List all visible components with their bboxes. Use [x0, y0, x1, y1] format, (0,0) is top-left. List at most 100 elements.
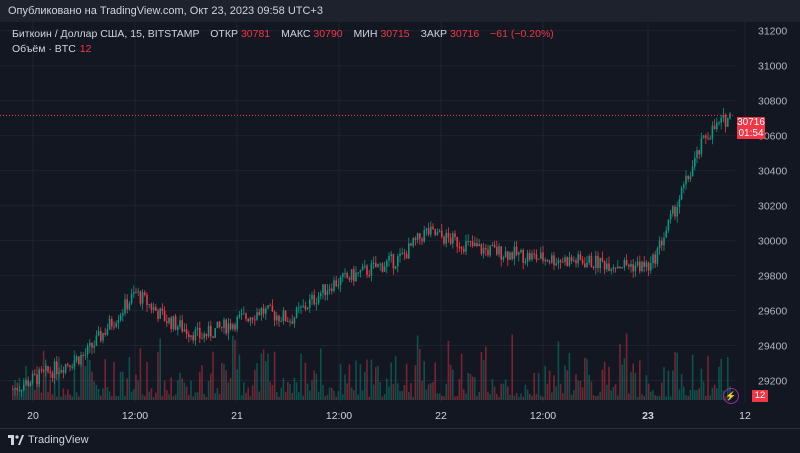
volume-bar [139, 348, 142, 400]
candle-body [691, 166, 694, 177]
candle-body [117, 320, 120, 324]
volume-bar [544, 365, 546, 400]
volume-bar [716, 388, 718, 400]
candle-body [476, 243, 478, 246]
candle-body [471, 241, 474, 247]
volume-bar [102, 388, 104, 400]
volume-bar [117, 395, 120, 400]
volume-bar [185, 386, 188, 400]
volume-bar [535, 394, 538, 400]
price-tick-label: 30200 [758, 201, 787, 213]
candle-body [300, 306, 302, 308]
candle-body [225, 319, 227, 334]
volume-bar [229, 377, 232, 400]
volume-bar [661, 382, 663, 400]
volume-bar [628, 393, 630, 400]
candle-body [700, 138, 703, 155]
candle-body [542, 252, 544, 261]
candle-body [595, 255, 597, 268]
volume-bar [256, 363, 258, 400]
candle-body [104, 332, 106, 335]
candle-body [465, 241, 467, 252]
symbol-title[interactable]: Биткоин / Доллар США, 15, BITSTAMP [12, 28, 200, 40]
volume-bar [34, 389, 36, 400]
candle-body [108, 318, 111, 330]
volume-bar [427, 384, 430, 400]
volume-bar [643, 396, 645, 400]
volume-label[interactable]: Объём · BTC [12, 43, 76, 55]
volume-bar [258, 391, 260, 400]
volume-bar [100, 395, 102, 400]
candle-body [449, 237, 452, 244]
chart-area[interactable]: 31200 31000 30800 30600 30400 30200 30000 29800… [0, 22, 800, 428]
volume-bar [562, 393, 564, 400]
candle-body [639, 261, 641, 272]
volume-bar [650, 391, 652, 400]
volume-bar [27, 388, 29, 400]
candle-body [357, 272, 359, 274]
candle-body [656, 248, 659, 264]
candle-body [256, 312, 258, 320]
top-bar: Опубликовано на TradingView.com, Окт 23,… [0, 0, 800, 22]
lightning-icon[interactable]: ⚡ [723, 388, 739, 404]
volume-bar [348, 364, 351, 400]
candle-body [251, 317, 254, 320]
candle-body [328, 288, 331, 291]
candle-body [254, 319, 256, 321]
volume-bar [575, 373, 577, 400]
volume-bar [80, 362, 82, 400]
candle-body [238, 314, 241, 317]
candle-body [60, 370, 62, 373]
volume-bar [51, 394, 54, 400]
volume-bar [645, 375, 648, 400]
candle-body [658, 240, 661, 249]
volume-bar [397, 383, 399, 400]
price-chart[interactable]: 31200 31000 30800 30600 30400 30200 30000 29800… [0, 22, 800, 428]
volume-bar [320, 348, 322, 400]
candle-body [102, 332, 104, 341]
volume-bar [289, 383, 291, 400]
candle-body [680, 187, 683, 200]
volume-bar [551, 392, 553, 400]
candle-body [674, 206, 676, 217]
volume-bar [388, 386, 390, 400]
volume-bar [155, 392, 157, 400]
published-caption: Опубликовано на TradingView.com, Окт 23,… [8, 5, 323, 17]
volume-bar [674, 352, 676, 400]
volume-bar [31, 380, 34, 400]
volume-bar [42, 350, 45, 400]
volume-bar [357, 394, 359, 400]
volume-bar [375, 367, 377, 400]
volume-bar [152, 396, 155, 400]
candle-body [724, 114, 727, 127]
volume-bar [38, 381, 40, 400]
volume-bar [166, 390, 168, 400]
candle-body [179, 320, 181, 327]
price-tick-label: 29400 [758, 341, 787, 353]
volume-bar [496, 393, 498, 400]
volume-bar [240, 395, 243, 400]
candle-body [166, 321, 168, 323]
candle-body [207, 325, 210, 337]
candle-body [652, 254, 654, 264]
candle-body [133, 292, 135, 294]
candle-body [469, 241, 472, 243]
candle-body [625, 260, 628, 265]
candle-body [386, 260, 388, 267]
candle-body [390, 253, 392, 257]
candle-body [564, 257, 566, 263]
volume-bar [564, 365, 566, 400]
volume-bar [311, 380, 313, 400]
candle-body [64, 364, 67, 373]
candle-body [45, 366, 47, 371]
candle-body [25, 380, 27, 385]
volume-bar [108, 391, 111, 400]
candle-body [194, 329, 197, 341]
tradingview-logo[interactable]: TradingView [8, 434, 89, 446]
volume-bar [403, 385, 406, 400]
volume-bar [144, 396, 146, 400]
candle-body [278, 315, 280, 322]
candle-body [34, 373, 36, 375]
candle-body [313, 295, 315, 304]
volume-bar [333, 390, 335, 400]
